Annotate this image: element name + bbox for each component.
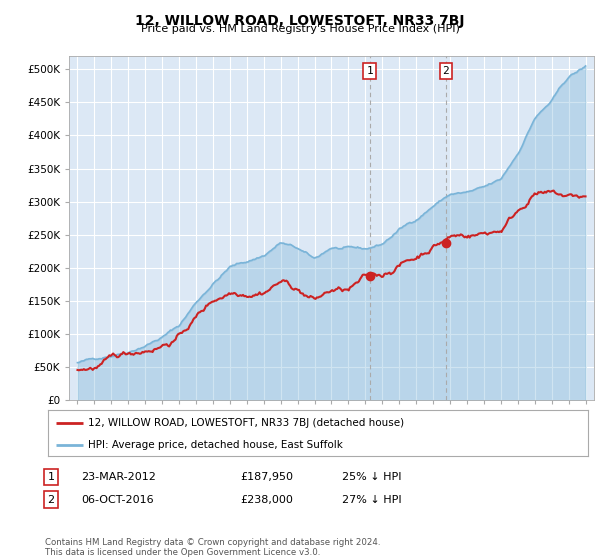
Text: 2: 2 bbox=[47, 494, 55, 505]
Text: 12, WILLOW ROAD, LOWESTOFT, NR33 7BJ: 12, WILLOW ROAD, LOWESTOFT, NR33 7BJ bbox=[135, 14, 465, 28]
Text: Price paid vs. HM Land Registry's House Price Index (HPI): Price paid vs. HM Land Registry's House … bbox=[140, 24, 460, 34]
Text: £187,950: £187,950 bbox=[240, 472, 293, 482]
Text: Contains HM Land Registry data © Crown copyright and database right 2024.
This d: Contains HM Land Registry data © Crown c… bbox=[45, 538, 380, 557]
Text: £238,000: £238,000 bbox=[240, 494, 293, 505]
Text: 27% ↓ HPI: 27% ↓ HPI bbox=[342, 494, 401, 505]
Text: 06-OCT-2016: 06-OCT-2016 bbox=[81, 494, 154, 505]
Text: 1: 1 bbox=[47, 472, 55, 482]
Text: 1: 1 bbox=[366, 66, 373, 76]
Text: 12, WILLOW ROAD, LOWESTOFT, NR33 7BJ (detached house): 12, WILLOW ROAD, LOWESTOFT, NR33 7BJ (de… bbox=[89, 418, 404, 428]
Text: 25% ↓ HPI: 25% ↓ HPI bbox=[342, 472, 401, 482]
Text: 23-MAR-2012: 23-MAR-2012 bbox=[81, 472, 156, 482]
Text: HPI: Average price, detached house, East Suffolk: HPI: Average price, detached house, East… bbox=[89, 440, 343, 450]
Text: 2: 2 bbox=[442, 66, 449, 76]
